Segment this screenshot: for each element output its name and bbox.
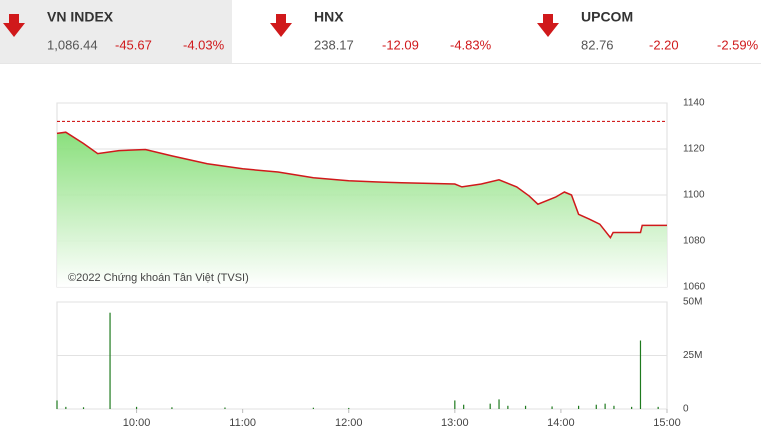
volume-bar: [489, 403, 491, 409]
index-change: -45.67: [115, 37, 152, 52]
volume-bar: [595, 404, 597, 409]
index-percent: -4.03%: [183, 37, 225, 52]
volume-bar: [507, 405, 509, 409]
volume-bar: [312, 407, 314, 409]
index-name: HNX: [314, 9, 344, 25]
x-tick-label: 10:00: [123, 417, 151, 429]
price-area: [57, 132, 667, 287]
x-tick-label: 11:00: [229, 417, 256, 429]
down-arrow-icon: [3, 14, 25, 37]
volume-bar: [604, 403, 606, 409]
index-percent: -2.59%: [717, 37, 759, 52]
header-active-bg: [0, 0, 232, 63]
x-tick-label: 15:00: [653, 417, 681, 429]
x-tick-label: 13:00: [441, 417, 469, 429]
index-value: 1,086.44: [47, 37, 98, 52]
volume-bar: [577, 405, 580, 409]
volume-bar: [639, 340, 642, 409]
volume-bar: [454, 400, 456, 409]
y-tick-label: 1100: [683, 190, 705, 201]
volume-bar: [65, 406, 67, 409]
volume-bar: [631, 406, 633, 409]
index-value: 82.76: [581, 37, 614, 52]
volume-bar: [551, 406, 553, 409]
price-line: [56, 131, 667, 239]
y-tick-label: 1120: [683, 144, 705, 155]
volume-bar: [56, 400, 58, 409]
volume-bar: [348, 407, 350, 409]
down-arrow-icon: [537, 14, 559, 37]
x-tick-label: 14:00: [547, 417, 575, 429]
index-value: 238.17: [314, 37, 354, 52]
volume-bar: [524, 405, 527, 409]
index-name: UPCOM: [581, 9, 633, 25]
volume-bar: [171, 407, 173, 409]
volume-bar: [224, 407, 226, 409]
volume-bar: [463, 404, 465, 409]
down-arrow-icon: [270, 14, 292, 37]
volume-bar: [82, 407, 85, 409]
index-change: -12.09: [382, 37, 419, 52]
y-tick-label: 50M: [683, 297, 702, 308]
index-change: -2.20: [649, 37, 679, 52]
y-tick-label: 1140: [683, 98, 705, 109]
index-name: VN INDEX: [47, 9, 114, 25]
header: VN INDEX 1,086.44 -45.67 -4.03% HNX 238.17 -12…: [3, 9, 759, 52]
volume-bar: [135, 406, 138, 409]
volume-bar: [498, 399, 500, 409]
index-percent: -4.83%: [450, 37, 492, 52]
y-tick-label: 25M: [683, 350, 702, 361]
volume-bar: [657, 406, 659, 409]
y-tick-label: 1080: [683, 236, 706, 247]
watermark: ©2022 Chứng khoán Tân Việt (TVSI): [68, 272, 249, 284]
y-tick-label: 0: [683, 404, 689, 415]
volume-bar: [613, 405, 615, 409]
y-tick-label: 1060: [683, 282, 706, 293]
x-tick-label: 12:00: [335, 417, 363, 429]
volume-bar: [109, 312, 111, 409]
